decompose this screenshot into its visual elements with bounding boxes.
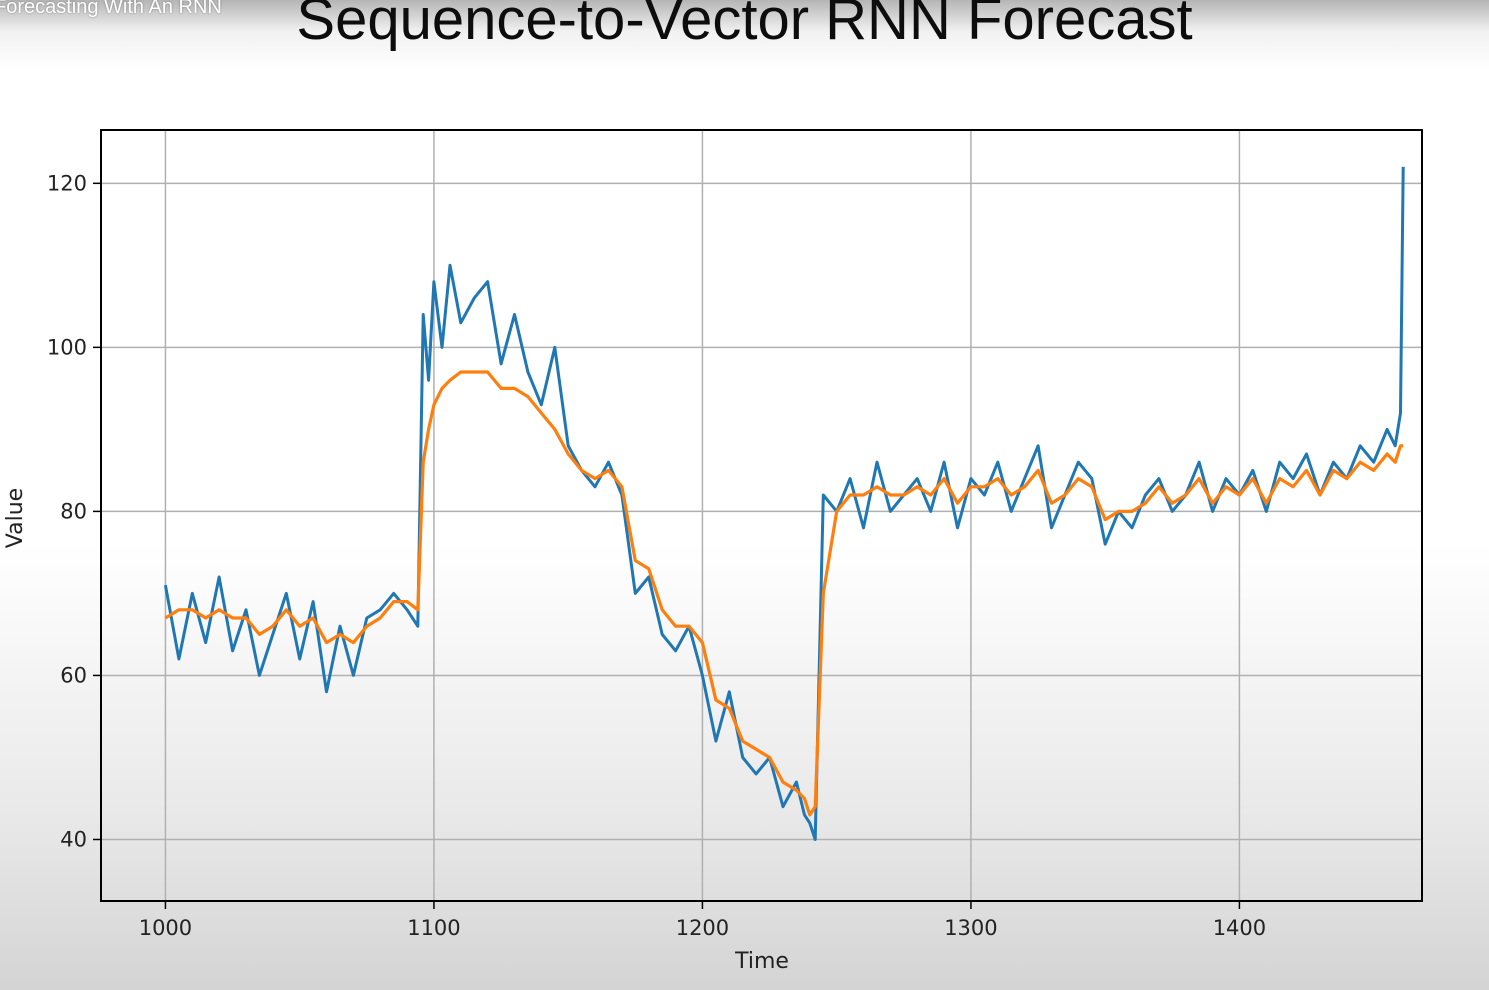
plot-frame (100, 129, 1423, 902)
y-ticks: 40 60 80 100 120 (47, 171, 101, 851)
x-tick-label: 1100 (407, 916, 460, 940)
series-lines (163, 166, 1405, 841)
x-tick-label: 1000 (139, 916, 192, 940)
video-title: Forecasting With An RNN (0, 0, 222, 18)
grid-lines (101, 130, 1422, 901)
x-tick-label: 1300 (944, 916, 997, 940)
video-top-bar (0, 0, 1489, 70)
x-axis-label: Time (734, 949, 789, 974)
y-tick-label: 120 (47, 171, 87, 195)
y-axis-label: Value (3, 488, 28, 548)
y-tick-label: 60 (60, 663, 87, 687)
series-line-blue (163, 166, 1405, 841)
slide-title: Sequence-to-Vector RNN Forecast (296, 0, 1193, 52)
y-tick-label: 100 (47, 335, 87, 359)
x-tick-label: 1200 (676, 916, 729, 940)
series-line-orange (164, 370, 1404, 817)
y-tick-label: 40 (60, 827, 87, 851)
x-tick-label: 1400 (1213, 916, 1266, 940)
y-tick-label: 80 (60, 499, 87, 523)
x-ticks: 1000 1100 1200 1300 1400 (139, 901, 1266, 940)
